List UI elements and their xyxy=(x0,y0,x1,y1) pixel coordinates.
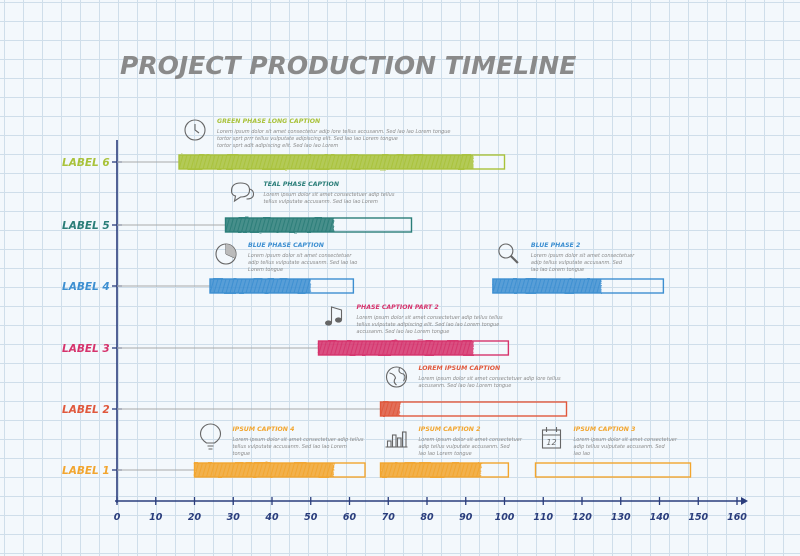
task: BLUE PHASE 2 Lorem ipsum dolor sit amet c… xyxy=(492,242,665,294)
row-label: LABEL 3 xyxy=(62,343,110,355)
task-description: Lorem ipsum dolor sit amet consectetuer xyxy=(419,437,523,443)
x-tick-label: 140 xyxy=(650,512,670,523)
task-bar-outline xyxy=(379,401,568,417)
task-bar-scribble xyxy=(178,154,472,170)
row-label: LABEL 2 xyxy=(62,404,110,416)
clock-icon xyxy=(184,119,206,141)
x-tick-label: 20 xyxy=(188,512,202,523)
row-label: LABEL 4 xyxy=(62,281,110,293)
task-bar-scribble xyxy=(318,340,471,356)
row-labels: LABEL 6 LABEL 5 LABEL 4 LABEL 3 LABEL 2 LABEL… xyxy=(62,157,122,477)
task-bar-scribble xyxy=(380,401,401,417)
bar-chart-icon xyxy=(385,431,408,448)
task-caption: BLUE PHASE CAPTION xyxy=(248,242,325,249)
task-description: Lorem ipsum dolor sit amet consectetur a… xyxy=(217,129,451,135)
task-description: Lorem ipsum dolor sit amet consectetuer … xyxy=(357,315,504,321)
task-description: accusanm. Sed lao lao Lorem tongue xyxy=(357,329,450,335)
x-tick-label: 10 xyxy=(149,512,163,523)
globe-icon xyxy=(385,366,408,388)
x-tick-label: 80 xyxy=(420,512,434,523)
task-bars: GREEN PHASE LONG CAPTION Lorem ipsum dolo… xyxy=(117,118,692,478)
task-caption: PHASE CAPTION PART 2 xyxy=(357,304,439,311)
pie-chart-icon xyxy=(215,243,237,265)
task-caption: BLUE PHASE 2 xyxy=(531,242,580,249)
x-tick-label: 160 xyxy=(727,512,747,523)
task: GREEN PHASE LONG CAPTION Lorem ipsum dolo… xyxy=(117,118,506,170)
task-description: lao lao Lorem tongue xyxy=(531,267,584,273)
task: LOREM IPSUM CAPTION Lorem ipsum dolor sit… xyxy=(117,365,568,417)
chart-title: PROJECT PRODUCTION TIMELINE xyxy=(120,51,576,80)
x-tick-label: 150 xyxy=(688,512,708,523)
task-description: adip tellus vulputate accusanm. Sed lao … xyxy=(248,260,357,266)
speech-bubbles-icon xyxy=(230,182,255,203)
task-bar-scribble xyxy=(225,217,334,233)
x-tick-label: 50 xyxy=(304,512,318,523)
x-tick-label: 70 xyxy=(382,512,396,523)
task: 12 IPSUM CAPTION 3 Lorem ipsum dolor sit a… xyxy=(534,426,692,478)
task-description: Lorem ipsum dolor sit amet consectetuer … xyxy=(233,437,364,443)
task-caption: IPSUM CAPTION 3 xyxy=(574,426,636,433)
task-caption: IPSUM CAPTION 4 xyxy=(233,426,295,433)
x-tick-label: 0 xyxy=(114,512,121,523)
row-label: LABEL 5 xyxy=(62,220,110,232)
task-caption: LOREM IPSUM CAPTION xyxy=(419,365,502,372)
task-caption: GREEN PHASE LONG CAPTION xyxy=(217,118,321,125)
x-tick-label: 120 xyxy=(572,512,592,523)
task-description: Lorem ipsum dolor sit amet consectetuer xyxy=(531,253,635,259)
task-bar-scribble xyxy=(209,278,311,294)
task-description: lao lao xyxy=(574,451,591,457)
row-label: LABEL 1 xyxy=(62,465,110,477)
x-tick-label: 130 xyxy=(611,512,631,523)
task-description: Lorem ipsum dolor sit amet consectetuer xyxy=(574,437,678,443)
task-description: tortor sprt adit adipiscing elit. Sed la… xyxy=(217,143,338,149)
task-description: adip tellus vulputate accusanm. Sed xyxy=(574,444,666,450)
calendar-day: 12 xyxy=(546,438,556,447)
row-label: LABEL 6 xyxy=(62,157,110,169)
task: PHASE CAPTION PART 2 Lorem ipsum dolor si… xyxy=(117,304,510,356)
task-description: lao lao Lorem tongue xyxy=(419,451,472,457)
task: IPSUM CAPTION 4 Lorem ipsum dolor sit ame… xyxy=(117,423,366,478)
x-tick-label: 90 xyxy=(459,512,473,523)
x-axis-arrow-icon xyxy=(741,497,748,505)
task-description: Lorem ipsum dolor sit amet consectetuer xyxy=(248,253,352,259)
task-bar-scribble xyxy=(194,462,335,478)
task: IPSUM CAPTION 2 Lorem ipsum dolor sit ame… xyxy=(379,426,523,478)
task-description: Lorem ipsum dolor sit amet consectetuer … xyxy=(419,376,562,382)
lightbulb-icon xyxy=(199,423,222,450)
x-tick-label: 30 xyxy=(227,512,241,523)
task-caption: IPSUM CAPTION 2 xyxy=(419,426,481,433)
x-tick-label: 100 xyxy=(495,512,515,523)
x-tick-label: 40 xyxy=(264,512,279,523)
task-description: tellus vulputate adipiscing elit. Sed la… xyxy=(357,322,500,328)
task-description: adip tellus vulputate accusanm. Sed xyxy=(419,444,511,450)
axes: 0 10 20 30 40 50 60 70 80 90 100 110 120 130 140 150 160 xyxy=(114,140,748,523)
task: BLUE PHASE CAPTION Lorem ipsum dolor sit … xyxy=(117,242,357,294)
task-description: tongue xyxy=(233,451,251,457)
task-bar-scribble xyxy=(380,462,481,478)
task-description: tortor sprt prrr tellus vulputate adipis… xyxy=(217,136,398,142)
music-note-icon xyxy=(325,306,343,326)
task-description: tellus vulputate accusanm. Sed lao lao L… xyxy=(233,444,347,450)
magnifier-icon xyxy=(498,243,519,264)
x-tick-label: 110 xyxy=(533,512,553,523)
calendar-icon: 12 xyxy=(541,427,562,449)
task-caption: TEAL PHASE CAPTION xyxy=(264,181,340,188)
task-description: Lorem tongue xyxy=(248,267,283,273)
task-description: adip tellus vulputate accusanm. Sed xyxy=(531,260,623,266)
task-description: Lorem ipsum dolor sit amet consectetuer … xyxy=(264,192,395,198)
task-description: tellus vulputate accusanm. Sed lao lao L… xyxy=(264,199,378,205)
task: TEAL PHASE CAPTION Lorem ipsum dolor sit … xyxy=(117,181,413,233)
task-bar-scribble xyxy=(492,278,602,294)
x-tick-label: 60 xyxy=(343,512,357,523)
task-description: accusanm. Sed lao lao Lorem tongue xyxy=(419,383,512,389)
task-bar-outline xyxy=(534,462,692,478)
